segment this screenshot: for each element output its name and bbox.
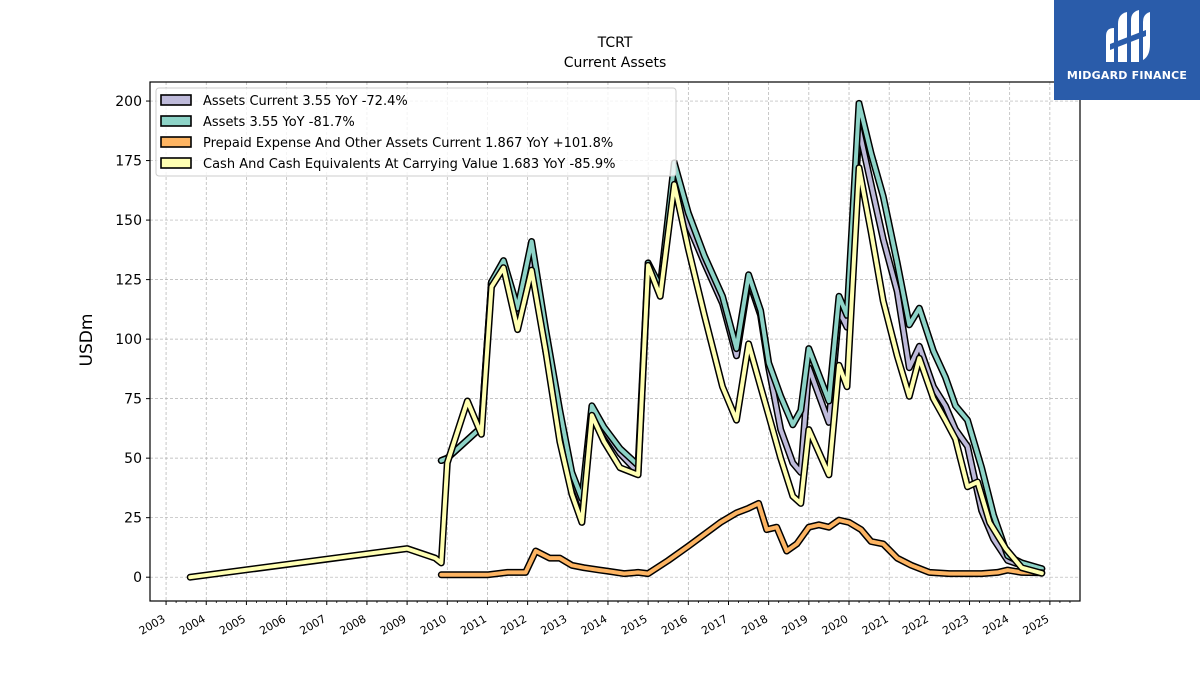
- y-tick-label: 175: [115, 154, 142, 170]
- chart-title: TCRT: [597, 35, 633, 51]
- series-line-assets_current: [439, 127, 1044, 571]
- logo-mark-icon: [1106, 10, 1150, 62]
- x-tick-label: 2020: [820, 612, 851, 637]
- x-tick-label: 2005: [217, 612, 248, 637]
- x-tick-label: 2022: [900, 612, 931, 637]
- x-tick-label: 2015: [619, 612, 650, 637]
- plot-series: [186, 99, 1046, 581]
- series-line-prepaid: [439, 501, 1044, 577]
- legend-swatch-prepaid: [160, 136, 192, 148]
- x-tick-label: 2008: [338, 612, 369, 637]
- y-axis-label: USDm: [77, 314, 97, 367]
- legend-box: [155, 87, 677, 177]
- y-tick-label: 150: [115, 213, 142, 229]
- legend-label-assets_current: Assets Current 3.55 YoY -72.4%: [203, 94, 408, 109]
- y-tick-label: 200: [115, 94, 142, 110]
- x-tick-label: 2024: [980, 612, 1011, 637]
- y-tick-label: 75: [124, 392, 142, 408]
- x-tick-label: 2004: [177, 612, 208, 637]
- chart-subtitle: Current Assets: [564, 55, 667, 71]
- x-tick-label: 2014: [579, 612, 610, 637]
- legend-label-cash: Cash And Cash Equivalents At Carrying Va…: [203, 157, 615, 172]
- y-tick-label: 0: [133, 570, 142, 586]
- x-tick-label: 2025: [1021, 612, 1052, 637]
- x-tick-label: 2010: [418, 612, 449, 637]
- x-tick-label: 2007: [298, 612, 329, 637]
- x-tick-label: 2017: [699, 612, 730, 637]
- legend-swatch-assets_current: [160, 94, 192, 106]
- legend-swatch-cash: [160, 157, 192, 169]
- x-tick-label: 2011: [458, 612, 489, 637]
- x-tick-label: 2019: [780, 612, 811, 637]
- x-tick-label: 2009: [378, 612, 409, 637]
- midgard-finance-logo: MIDGARD FINANCE: [1054, 0, 1200, 100]
- x-tick-label: 2023: [940, 612, 971, 637]
- series-line-assets: [439, 101, 1044, 571]
- x-tick-label: 2018: [739, 612, 770, 637]
- legend-swatch-assets: [160, 115, 192, 127]
- y-tick-label: 100: [115, 332, 142, 348]
- x-tick-label: 2012: [498, 612, 529, 637]
- y-tick-label: 50: [124, 451, 142, 467]
- plot-frame: [149, 81, 1081, 602]
- series-outline-assets_current: [437, 126, 1046, 573]
- legend-label-assets: Assets 3.55 YoY -81.7%: [203, 115, 355, 130]
- x-tick-label: 2016: [659, 612, 690, 637]
- legend-label-prepaid: Prepaid Expense And Other Assets Current…: [203, 136, 613, 151]
- x-tick-label: 2006: [257, 612, 288, 637]
- logo-text: MIDGARD FINANCE: [1066, 69, 1188, 82]
- legend: Assets Current 3.55 YoY -72.4% Assets 3.5…: [155, 87, 677, 177]
- x-tick-label: 2003: [137, 612, 168, 637]
- x-tick-label: 2021: [860, 612, 891, 637]
- x-tick-label: 2013: [539, 612, 570, 637]
- y-tick-label: 25: [124, 511, 142, 527]
- y-tick-label: 125: [115, 273, 142, 289]
- series-line-cash: [188, 165, 1044, 580]
